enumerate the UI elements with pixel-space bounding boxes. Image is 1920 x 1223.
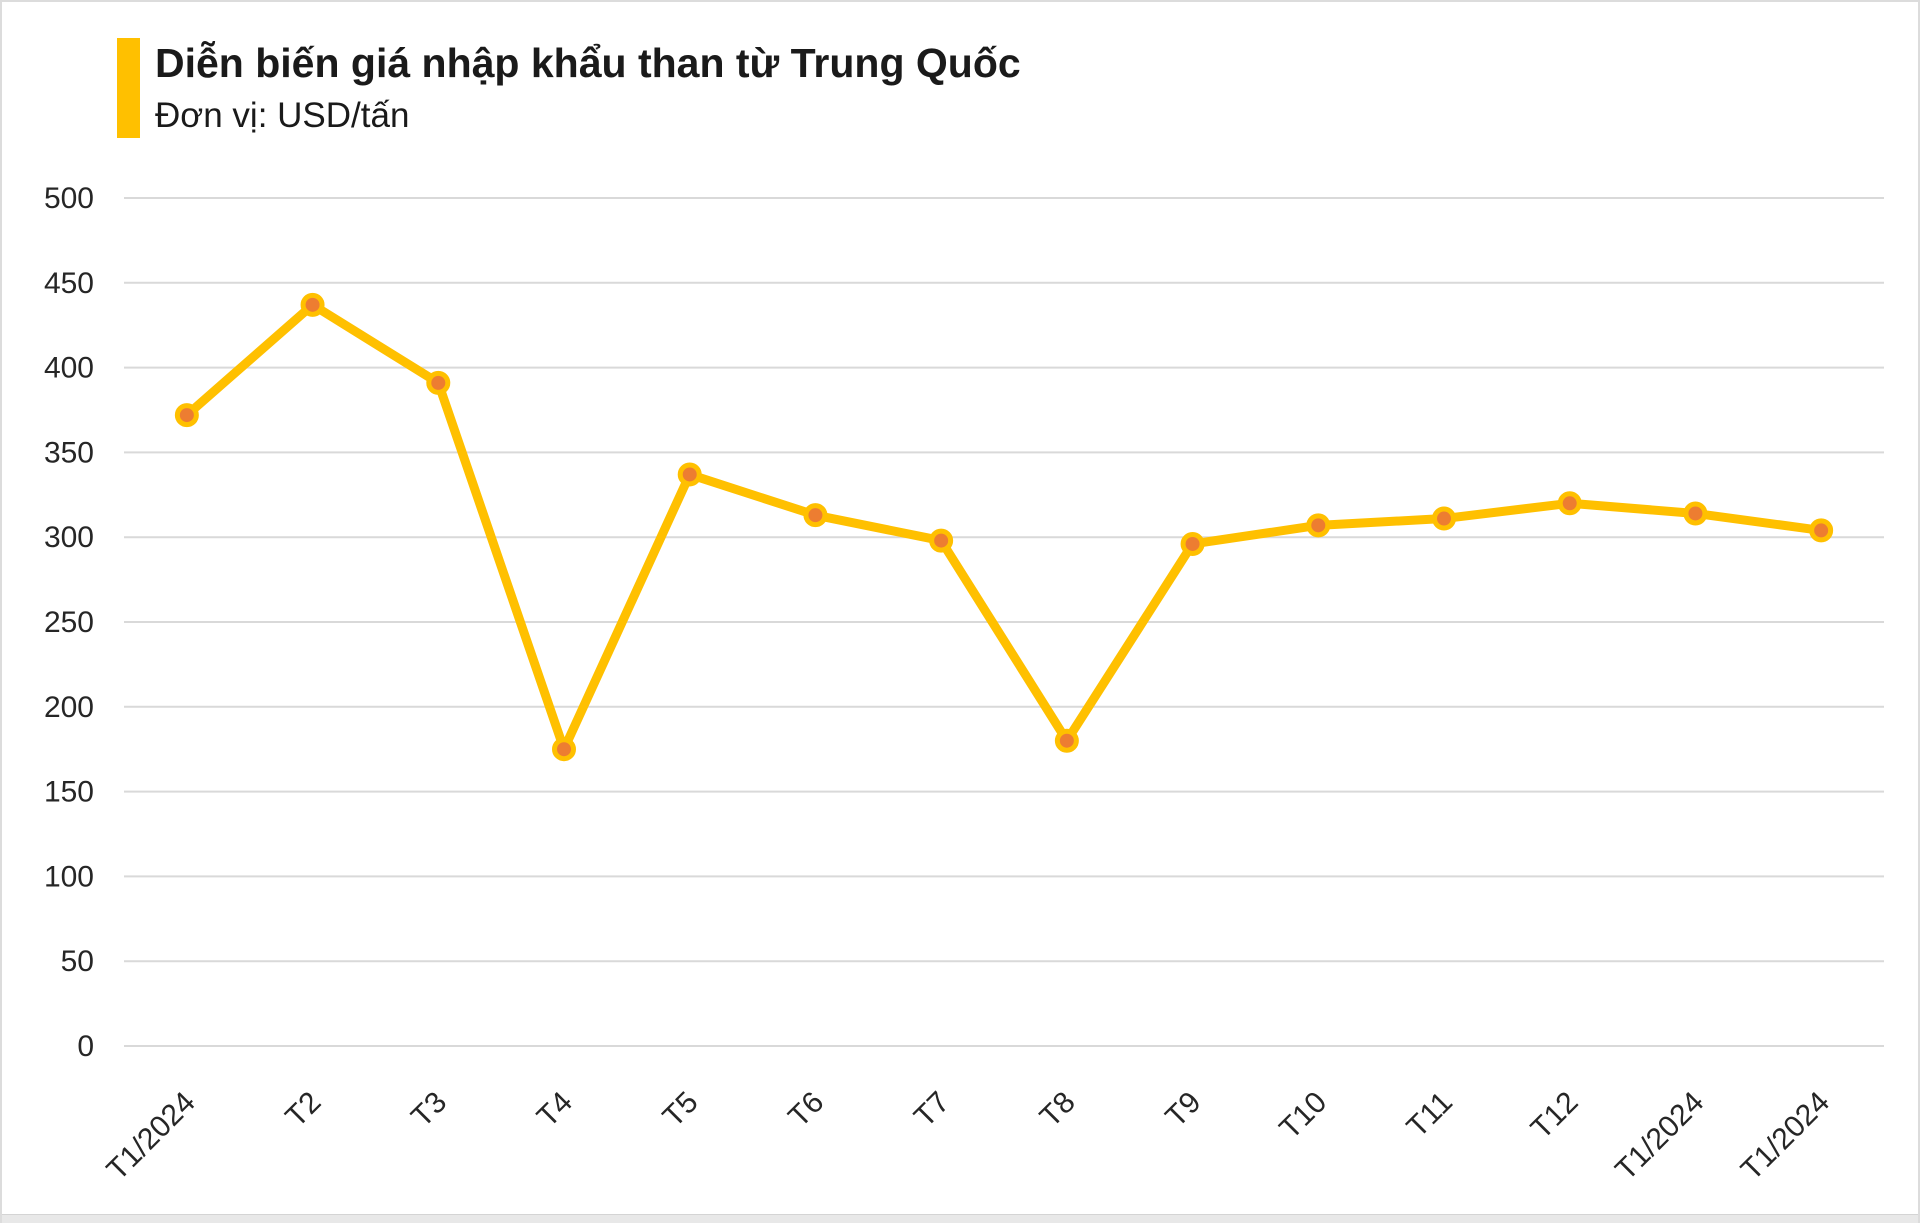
data-point-marker [677, 462, 702, 487]
y-tick-label: 150 [44, 776, 94, 809]
price-line-series [182, 300, 1826, 754]
y-tick-label: 500 [44, 182, 94, 215]
x-tick-label: T12 [1525, 1086, 1585, 1146]
data-point-marker [300, 292, 325, 317]
x-tick-label: T1/2024 [1609, 1086, 1710, 1187]
y-tick-label: 0 [77, 1030, 94, 1063]
y-tick-label: 400 [44, 352, 94, 385]
data-point-marker [1432, 506, 1456, 531]
y-tick-label: 50 [61, 945, 94, 978]
x-tick-label: T5 [657, 1086, 705, 1134]
x-tick-label: T1/2024 [1735, 1086, 1836, 1187]
chart-unit-subtitle: Đơn vị: USD/tấn [155, 96, 410, 135]
x-tick-label: T3 [405, 1086, 453, 1134]
x-tick-label: T9 [1159, 1086, 1207, 1134]
x-tick-label: T4 [531, 1086, 579, 1134]
title-accent-bar [117, 38, 140, 138]
y-tick-label: 200 [44, 691, 94, 724]
data-point-marker [1683, 501, 1708, 526]
x-tick-label: T10 [1273, 1086, 1333, 1146]
y-tick-label: 450 [44, 267, 94, 300]
chart-title: Diễn biến giá nhập khẩu than từ Trung Qu… [155, 40, 1021, 86]
data-point-marker [1557, 491, 1582, 516]
y-tick-label: 300 [44, 521, 94, 554]
data-point-marker [929, 528, 954, 553]
data-point-marker [552, 737, 576, 762]
data-point-marker [174, 403, 199, 428]
x-tick-label: T11 [1401, 1086, 1459, 1144]
y-tick-label: 250 [44, 606, 94, 639]
data-point-marker [1809, 518, 1834, 543]
x-tick-label: T2 [279, 1086, 327, 1134]
data-point-marker [1306, 513, 1331, 538]
chart-header: Diễn biến giá nhập khẩu than từ Trung Qu… [117, 38, 1021, 138]
title-block: Diễn biến giá nhập khẩu than từ Trung Qu… [155, 38, 1021, 138]
x-tick-label: T8 [1034, 1086, 1082, 1134]
x-tick-label: T6 [782, 1086, 830, 1134]
data-point-marker [1180, 531, 1205, 556]
y-tick-label: 350 [44, 436, 94, 469]
data-point-marker [803, 503, 828, 528]
x-tick-label: T7 [908, 1086, 956, 1134]
data-point-marker [1054, 728, 1079, 753]
y-tick-label: 100 [44, 860, 94, 893]
bottom-strip [2, 1214, 1918, 1223]
data-point-marker [426, 370, 451, 395]
x-tick-label: T1/2024 [101, 1086, 202, 1187]
